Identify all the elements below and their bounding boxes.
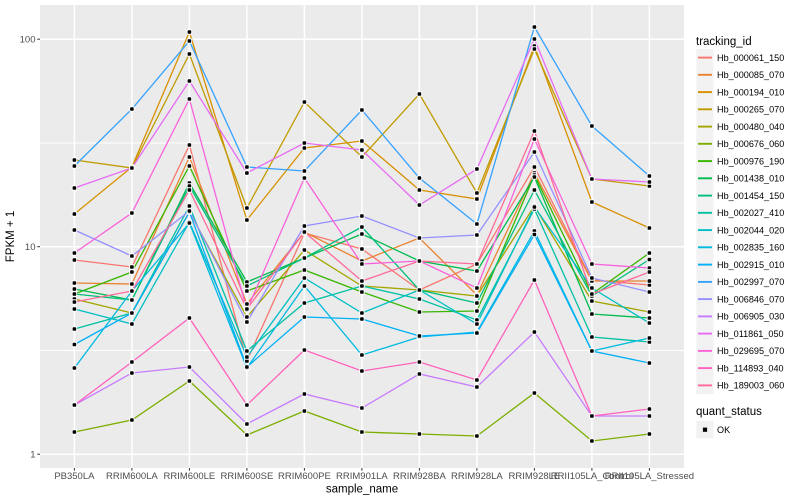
svg-text:RRIM600SE: RRIM600SE: [220, 471, 273, 482]
svg-text:Hb_000265_070: Hb_000265_070: [717, 105, 784, 115]
svg-text:Hb_000061_150: Hb_000061_150: [717, 53, 784, 63]
svg-text:RRIM928BA: RRIM928BA: [393, 471, 446, 482]
svg-text:OK: OK: [717, 425, 730, 435]
svg-text:Hb_000194_010: Hb_000194_010: [717, 87, 784, 97]
svg-text:RRIM600LE: RRIM600LE: [164, 471, 216, 482]
svg-text:Hb_002915_010: Hb_002915_010: [717, 260, 784, 270]
svg-text:PB350LA: PB350LA: [54, 471, 95, 482]
svg-text:100: 100: [20, 35, 36, 46]
svg-text:sample_name: sample_name: [326, 484, 398, 496]
svg-text:tracking_id: tracking_id: [696, 36, 752, 48]
svg-text:RRIM928LE: RRIM928LE: [509, 471, 561, 482]
svg-text:Hb_000480_040: Hb_000480_040: [717, 122, 784, 132]
svg-text:Hb_002997_070: Hb_002997_070: [717, 277, 784, 287]
svg-text:RRIM600LA: RRIM600LA: [106, 471, 158, 482]
svg-text:FPKM + 1: FPKM + 1: [5, 211, 17, 262]
svg-text:1: 1: [30, 450, 35, 461]
svg-text:10: 10: [25, 242, 36, 253]
svg-text:RRII105LA_Stressed: RRII105LA_Stressed: [605, 471, 694, 482]
svg-text:Hb_189003_060: Hb_189003_060: [717, 381, 784, 391]
svg-text:Hb_000976_190: Hb_000976_190: [717, 156, 784, 166]
svg-text:Hb_011861_050: Hb_011861_050: [717, 329, 784, 339]
svg-text:RRIM600PE: RRIM600PE: [278, 471, 331, 482]
svg-text:Hb_001438_010: Hb_001438_010: [717, 174, 784, 184]
svg-text:RRIM928LA: RRIM928LA: [451, 471, 503, 482]
svg-text:RRII105LA_Control: RRII105LA_Control: [551, 471, 633, 482]
svg-text:quant_status: quant_status: [696, 406, 762, 418]
svg-text:Hb_029695_070: Hb_029695_070: [717, 346, 784, 356]
svg-text:Hb_002027_410: Hb_002027_410: [717, 208, 784, 218]
svg-text:Hb_002835_160: Hb_002835_160: [717, 243, 784, 253]
svg-text:Hb_114893_040: Hb_114893_040: [717, 363, 784, 373]
svg-text:Hb_000676_060: Hb_000676_060: [717, 139, 784, 149]
svg-text:RRIM901LA: RRIM901LA: [336, 471, 388, 482]
svg-text:Hb_001454_150: Hb_001454_150: [717, 191, 784, 201]
svg-text:Hb_006905_030: Hb_006905_030: [717, 312, 784, 322]
svg-text:Hb_002044_020: Hb_002044_020: [717, 225, 784, 235]
svg-text:Hb_000085_070: Hb_000085_070: [717, 70, 784, 80]
svg-text:Hb_006846_070: Hb_006846_070: [717, 294, 784, 304]
